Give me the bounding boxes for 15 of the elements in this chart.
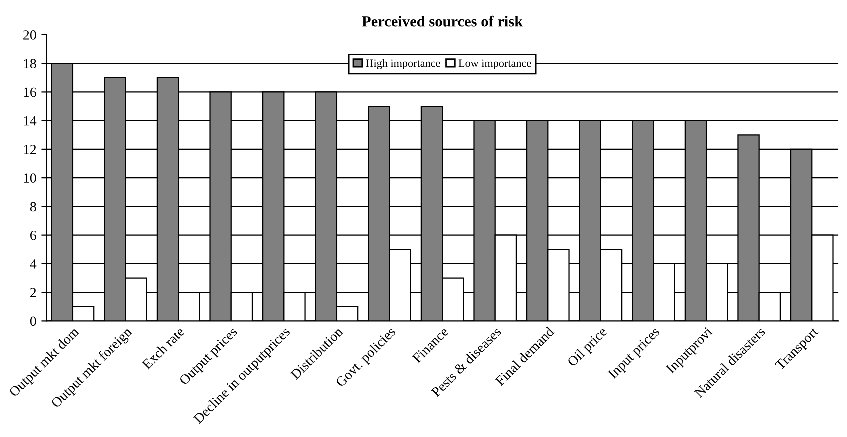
y-tick-label: 8 [30,202,36,212]
y-tick-label: 0 [30,316,36,326]
y-tick-label: 20 [24,30,36,40]
y-tick-label: 6 [30,230,36,240]
y-tick-label: 4 [30,260,37,269]
chart-title: Perceived sources of risk [362,16,524,27]
y-tick-label: 2 [30,288,36,298]
x-tick-label: Exch rate [142,326,186,370]
y-tick-label: 16 [24,88,36,98]
y-tick-label: 14 [24,116,37,126]
legend-label: High importance [366,59,440,70]
y-tick-label: 18 [24,59,36,69]
y-tick-label: 10 [24,174,36,184]
legend-label: Low importance [458,60,532,70]
y-tick-label: 12 [24,145,36,154]
